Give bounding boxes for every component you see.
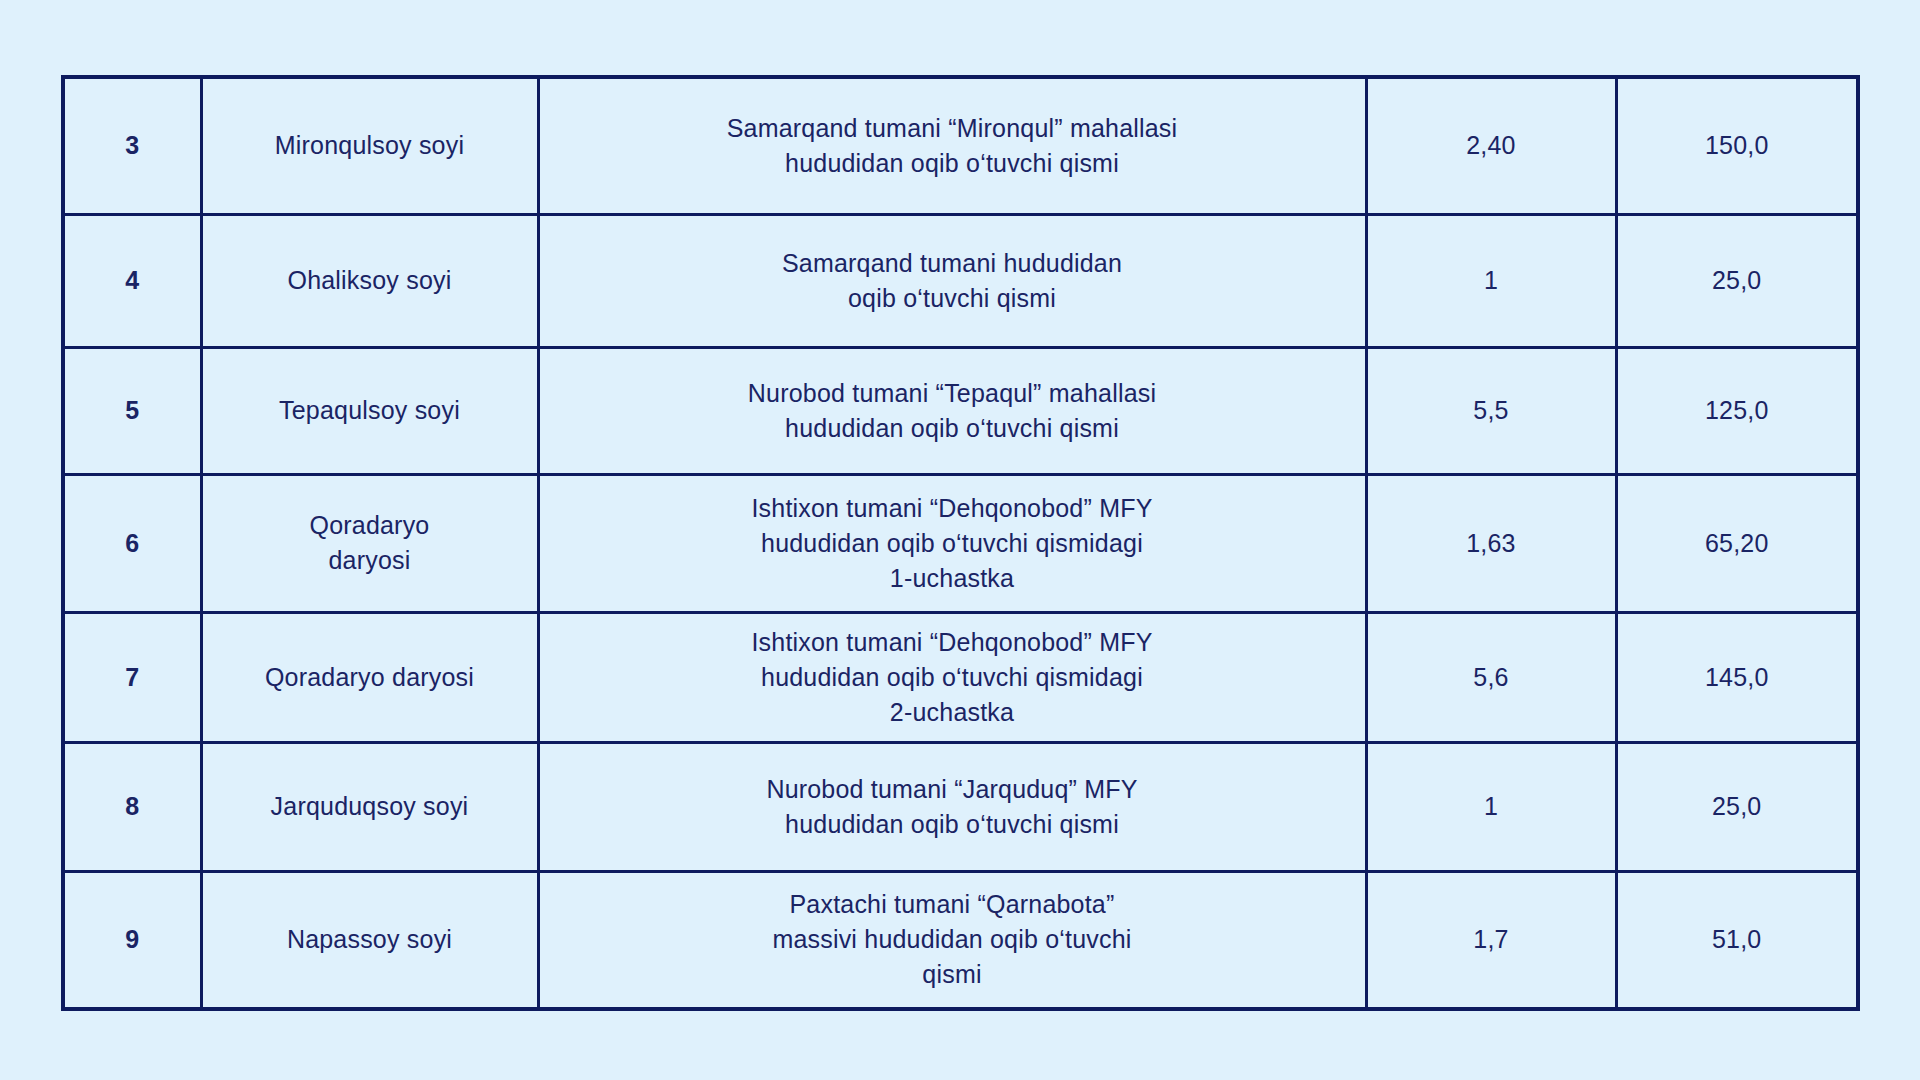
row-number-cell: 6 (63, 474, 201, 612)
rivers-table-container: 3Mironqulsoy soyiSamarqand tumani “Miron… (61, 75, 1860, 1011)
value1-cell: 5,5 (1366, 347, 1616, 474)
row-number-cell: 4 (63, 214, 201, 347)
value1-cell: 1 (1366, 742, 1616, 871)
table-row: 6Qoradaryo daryosiIshtixon tumani “Dehqo… (63, 474, 1858, 612)
row-number-cell: 9 (63, 871, 201, 1009)
value2-cell: 145,0 (1616, 612, 1858, 742)
value1-cell: 1,7 (1366, 871, 1616, 1009)
river-name-cell: Tepaqulsoy soyi (201, 347, 538, 474)
river-name-cell: Ohaliksoy soyi (201, 214, 538, 347)
value1-cell: 5,6 (1366, 612, 1616, 742)
value1-cell: 1,63 (1366, 474, 1616, 612)
value2-cell: 125,0 (1616, 347, 1858, 474)
table-row: 5Tepaqulsoy soyiNurobod tumani “Tepaqul”… (63, 347, 1858, 474)
value2-cell: 150,0 (1616, 77, 1858, 214)
value2-cell: 65,20 (1616, 474, 1858, 612)
table-row: 9Napassoy soyiPaxtachi tumani “Qarnabota… (63, 871, 1858, 1009)
location-description-cell: Nurobod tumani “Jarquduq” MFY hududidan … (538, 742, 1366, 871)
rivers-table: 3Mironqulsoy soyiSamarqand tumani “Miron… (61, 75, 1860, 1011)
river-name-cell: Napassoy soyi (201, 871, 538, 1009)
row-number-cell: 7 (63, 612, 201, 742)
river-name-cell: Jarquduqsoy soyi (201, 742, 538, 871)
value2-cell: 51,0 (1616, 871, 1858, 1009)
river-name-cell: Mironqulsoy soyi (201, 77, 538, 214)
river-name-cell: Qoradaryo daryosi (201, 612, 538, 742)
location-description-cell: Samarqand tumani “Mironqul” mahallasi hu… (538, 77, 1366, 214)
location-description-cell: Samarqand tumani hududidan oqib o‘tuvchi… (538, 214, 1366, 347)
location-description-cell: Ishtixon tumani “Dehqonobod” MFY hududid… (538, 474, 1366, 612)
table-row: 8Jarquduqsoy soyiNurobod tumani “Jarqudu… (63, 742, 1858, 871)
row-number-cell: 3 (63, 77, 201, 214)
value2-cell: 25,0 (1616, 742, 1858, 871)
row-number-cell: 8 (63, 742, 201, 871)
row-number-cell: 5 (63, 347, 201, 474)
table-row: 3Mironqulsoy soyiSamarqand tumani “Miron… (63, 77, 1858, 214)
rivers-table-body: 3Mironqulsoy soyiSamarqand tumani “Miron… (63, 77, 1858, 1009)
table-row: 7Qoradaryo daryosiIshtixon tumani “Dehqo… (63, 612, 1858, 742)
value2-cell: 25,0 (1616, 214, 1858, 347)
location-description-cell: Nurobod tumani “Tepaqul” mahallasi hudud… (538, 347, 1366, 474)
value1-cell: 2,40 (1366, 77, 1616, 214)
value1-cell: 1 (1366, 214, 1616, 347)
location-description-cell: Ishtixon tumani “Dehqonobod” MFY hududid… (538, 612, 1366, 742)
location-description-cell: Paxtachi tumani “Qarnabota” massivi hudu… (538, 871, 1366, 1009)
table-row: 4Ohaliksoy soyiSamarqand tumani hududida… (63, 214, 1858, 347)
river-name-cell: Qoradaryo daryosi (201, 474, 538, 612)
